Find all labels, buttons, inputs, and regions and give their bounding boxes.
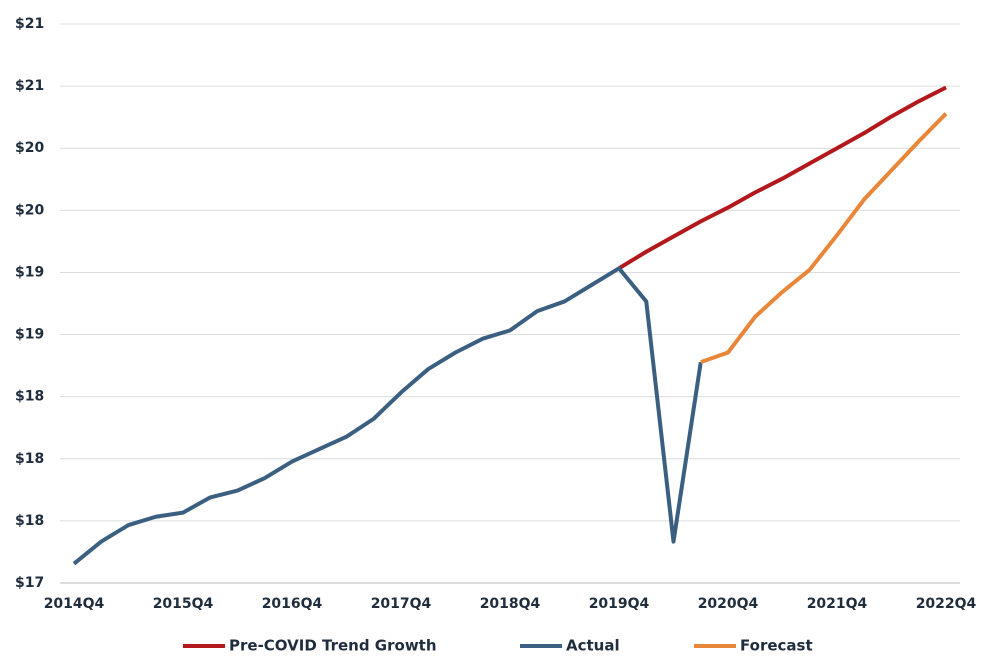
x-tick-label: 2017Q4 <box>371 596 432 612</box>
y-tick-label: $19 <box>15 264 44 280</box>
x-tick-label: 2022Q4 <box>916 596 977 612</box>
y-tick-label: $18 <box>15 451 44 467</box>
y-tick-label: $20 <box>15 140 44 156</box>
series-line <box>700 112 948 365</box>
legend-label: Pre-COVID Trend Growth <box>229 637 437 655</box>
x-tick-label: 2015Q4 <box>153 596 214 612</box>
x-tick-label: 2020Q4 <box>698 596 759 612</box>
legend-label: Actual <box>566 637 620 655</box>
x-tick-label: 2014Q4 <box>44 596 105 612</box>
y-tick-label: $20 <box>15 202 44 218</box>
y-tick-label: $18 <box>15 389 44 405</box>
series-line <box>72 266 703 566</box>
y-tick-label: $21 <box>15 16 44 32</box>
x-tick-label: 2019Q4 <box>589 596 650 612</box>
x-tick-label: 2021Q4 <box>807 596 868 612</box>
legend-label: Forecast <box>740 637 813 655</box>
y-tick-label: $21 <box>15 78 44 94</box>
y-tick-label: $19 <box>15 327 44 343</box>
series-line <box>617 85 947 271</box>
y-tick-label: $17 <box>15 575 44 591</box>
y-tick-label: $18 <box>15 513 44 529</box>
x-tick-label: 2018Q4 <box>480 596 541 612</box>
x-tick-label: 2016Q4 <box>262 596 323 612</box>
